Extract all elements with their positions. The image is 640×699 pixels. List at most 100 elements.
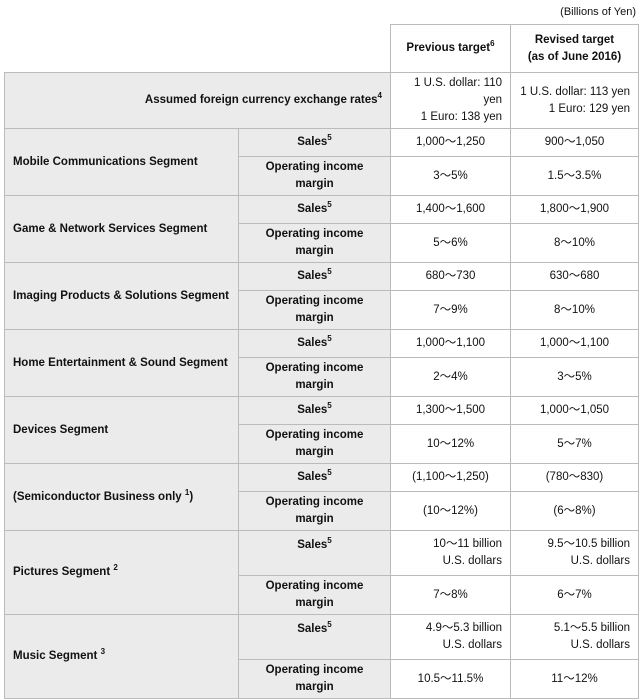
page: html, body { margin: 0; padding: 0; } bo…	[4, 6, 639, 699]
value-cell: 7～8%	[390, 575, 511, 615]
cell-line: U.S. dollars	[570, 555, 630, 567]
cell-line: (1,100～1,250)	[412, 471, 489, 483]
row-label: Operating income margin	[238, 491, 391, 531]
cell-line: (780～830)	[545, 471, 604, 483]
cell-line: 680～730	[425, 270, 476, 282]
segment-text: Imaging Products & Solutions Segment	[13, 289, 229, 302]
cell-line: 5～7%	[557, 437, 592, 450]
footnote-mark: 2	[113, 563, 118, 573]
segment-text: )	[189, 490, 194, 503]
value-cell: 1.5～3.5%	[510, 156, 639, 196]
row-label: Operating income margin	[238, 659, 391, 699]
label-text: Operating income margin	[265, 362, 364, 391]
segment-row: Home Entertainment & Sound Segment Sales5…	[4, 329, 639, 397]
footnote-mark: 5	[327, 536, 332, 546]
segment-row: (Semiconductor Business only 1) Sales5 (1,…	[4, 463, 639, 531]
cell-line: 8～10%	[554, 236, 595, 249]
cell-line: 1 Euro: 138 yen	[420, 111, 502, 123]
cell-line: 5.1～5.5 billion	[553, 622, 630, 634]
label-text: Sales	[297, 337, 328, 349]
footnote-mark: 6	[490, 39, 495, 49]
cell-line: 1,300～1,500	[415, 404, 486, 416]
value-cell: 1,300～1,500	[390, 396, 511, 425]
cell-line: 1,000～1,050	[539, 404, 610, 416]
cell-line: 630～680	[549, 270, 600, 282]
cell-line: 1 Euro: 129 yen	[548, 102, 630, 115]
value-cell: 10.5～11.5%	[390, 659, 511, 699]
forecast-table: Previous target6 Revised target (as of Jun…	[4, 24, 639, 699]
value-cell: 6～7%	[510, 575, 639, 615]
cell-line: 1,800～1,900	[539, 203, 610, 215]
row-label: Sales5	[238, 396, 391, 425]
header-cell: Previous target6	[390, 24, 511, 73]
label-text: Operating income margin	[265, 429, 364, 458]
footnote-mark: 5	[327, 468, 332, 478]
cell-line: 8～10%	[554, 303, 595, 316]
segment-row: Imaging Products & Solutions Segment Sale…	[4, 262, 639, 330]
segment-row: Devices Segment Sales5 1,300～1,500 1,000～1,…	[4, 396, 639, 464]
row-label: Operating income margin	[238, 290, 391, 330]
value-cell: (780～830)	[510, 463, 639, 492]
unit-note: (Billions of Yen)	[560, 6, 636, 18]
segment-name: Music Segment 3	[4, 614, 239, 699]
cell-line: 1,000～1,100	[539, 337, 610, 349]
segment-name: Home Entertainment & Sound Segment	[4, 329, 239, 397]
cell-line: U.S. dollars	[442, 639, 502, 651]
value-cell: 10～12%	[390, 424, 511, 464]
segment-text: Game & Network Services Segment	[13, 222, 208, 235]
footnote-mark: 4	[377, 91, 382, 101]
footnote-mark: 1	[184, 487, 190, 497]
segment-row: Operating income margin 2～4% 3～5%	[5, 357, 639, 397]
row-label: Operating income margin	[238, 357, 391, 397]
segment-row: Operating income margin 10～12% 5～7%	[5, 424, 639, 464]
label-text: Operating income margin	[265, 228, 364, 257]
cell-line: (6～8%)	[553, 504, 596, 517]
segment-row: Operating income margin 5～6% 8～10%	[5, 223, 639, 263]
value-cell: 1 U.S. dollar: 110 yen 1 Euro: 138 yen	[390, 72, 511, 129]
segment-row: Operating income margin (10～12%) (6～8%)	[5, 491, 639, 531]
cell-line: 3～5%	[557, 370, 592, 383]
row-label: Sales5	[238, 262, 391, 291]
header-line: (as of June 2016)	[527, 50, 622, 63]
value-cell: 5.1～5.5 billion U.S. dollars	[510, 614, 639, 660]
segment-text: Music Segment	[13, 650, 98, 662]
footnote-mark: 5	[327, 620, 332, 630]
value-cell: 11～12%	[510, 659, 639, 699]
footnote-mark: 5	[327, 200, 332, 210]
segment-name: (Semiconductor Business only 1)	[4, 463, 239, 531]
cell-line: 7～8%	[433, 588, 468, 601]
label-text: Sales	[297, 136, 328, 148]
value-cell: 1,000～1,050	[510, 396, 639, 425]
label-text: Operating income margin	[265, 496, 364, 525]
cell-line: U.S. dollars	[442, 555, 502, 567]
value-cell: 3～5%	[510, 357, 639, 397]
segment-row: Operating income margin 3～5% 1.5～3.5%	[5, 156, 639, 196]
cell-line: 6～7%	[557, 588, 592, 601]
value-cell: (6～8%)	[510, 491, 639, 531]
row-label: Operating income margin	[238, 575, 391, 615]
row-label: Sales5	[238, 195, 391, 224]
segment-text: Home Entertainment & Sound Segment	[13, 356, 228, 369]
cell-line: 2～4%	[433, 370, 468, 383]
value-cell: 7～9%	[390, 290, 511, 330]
value-cell: 900～1,050	[510, 128, 639, 157]
segment-row: Music Segment 3 Sales5 4.9～5.3 billion U.S.…	[4, 614, 639, 699]
cell-line: 1.5～3.5%	[547, 169, 602, 182]
cell-line: (10～12%)	[423, 504, 478, 517]
segment-row: Operating income margin 7～9% 8～10%	[5, 290, 639, 330]
cell-line: 5～6%	[433, 236, 468, 249]
label-text: Sales	[297, 203, 328, 215]
row-label: Operating income margin	[238, 156, 391, 196]
value-cell: 8～10%	[510, 290, 639, 330]
value-cell: 1,000～1,250	[390, 128, 511, 157]
cell-line: 10～11 billion	[433, 538, 502, 550]
label-text: Sales	[297, 539, 328, 551]
cell-line: 1,000～1,100	[415, 337, 486, 349]
cell-line: 7～9%	[433, 303, 468, 316]
segment-text: Mobile Communications Segment	[13, 155, 198, 168]
footnote-mark: 5	[327, 401, 332, 411]
segment-row: Mobile Communications Segment Sales5 1,000…	[4, 128, 639, 196]
label-text: Sales	[297, 471, 328, 483]
label-text: Assumed foreign currency exchange rates	[144, 94, 378, 106]
header-cell: Revised target (as of June 2016)	[510, 24, 639, 73]
